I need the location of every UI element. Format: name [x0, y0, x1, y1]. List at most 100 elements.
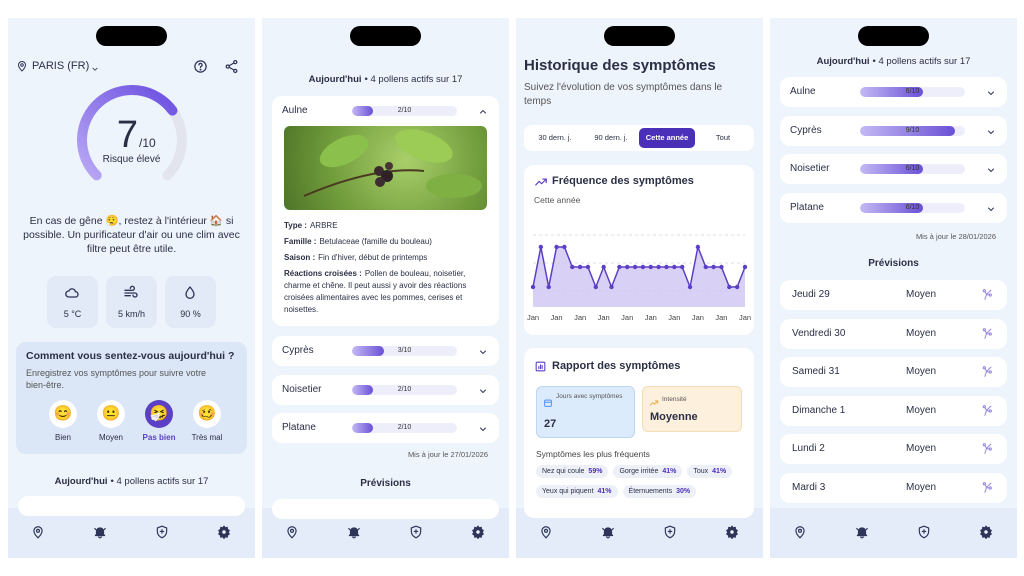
history-title: Historique des symptômes — [524, 57, 716, 74]
nav-bell[interactable] — [855, 525, 869, 539]
nav-gear-glyph — [218, 525, 230, 539]
pollen-summary: Aujourd'hui • 4 pollens actifs sur 17 — [262, 74, 509, 85]
period-tab[interactable]: 90 dern. j. — [594, 133, 628, 142]
expand-chevron[interactable] — [985, 86, 997, 98]
forecast-day: Lundi 2 Moyen — [780, 434, 1007, 464]
pollen-name: Platane — [282, 422, 316, 433]
share-button[interactable] — [224, 59, 239, 74]
pollen-card[interactable]: Aulne 6/10 — [780, 77, 1007, 107]
pollen-card[interactable]: Noisetier 2/10 — [272, 374, 499, 405]
frequency-point — [719, 264, 724, 270]
frequency-point — [711, 264, 716, 270]
frequency-point — [632, 264, 638, 270]
period-tab[interactable]: 30 dern. j. — [538, 133, 572, 142]
mood-option[interactable]: 😊 Bien — [43, 400, 83, 450]
days-value: 27 — [544, 418, 557, 430]
updated: Mis à jour le 28/01/2026 — [915, 232, 996, 241]
nav-bell[interactable] — [601, 525, 615, 539]
weather-icon-glyph — [65, 288, 79, 298]
nav-shield-glyph — [664, 525, 676, 539]
symptom-chip: Gorge irritée 41% — [613, 465, 683, 478]
mood-option[interactable]: 🤧 Pas bien — [139, 400, 179, 450]
expand-chevron[interactable] — [985, 125, 997, 137]
nav-bell[interactable] — [347, 525, 361, 539]
expand-chevron-glyph — [988, 207, 994, 212]
weather-value: 5 °C — [63, 309, 82, 319]
detail-text: ARBRE — [309, 221, 338, 230]
nav-gear[interactable] — [979, 525, 993, 539]
level-label: 3/10 — [397, 347, 412, 354]
expand-chevron[interactable] — [985, 202, 997, 214]
expand-chevron-glyph — [480, 389, 486, 393]
pollen-card[interactable]: Aulne 2/10 Type : ARBRE Famille : Betulaceae… — [272, 96, 499, 326]
expand-chevron[interactable] — [477, 384, 489, 396]
pollen-name: Aulne — [790, 86, 816, 97]
help-button[interactable] — [193, 59, 208, 74]
detail-text: Fin d'hiver, début de printemps — [318, 253, 428, 262]
nav-shield[interactable] — [155, 525, 169, 539]
pollen-icon-glyph — [982, 289, 992, 300]
nav-bell[interactable] — [93, 525, 107, 539]
chip-name: Éternuements — [628, 488, 673, 495]
frequency-point — [609, 284, 614, 290]
mood-option[interactable]: 🥴 Très mal — [187, 400, 227, 450]
nav-gear[interactable] — [471, 525, 485, 539]
expand-chevron-glyph — [988, 168, 994, 173]
mood-emoji: 😊 — [49, 400, 77, 428]
level-bar — [860, 87, 923, 97]
nav-pin[interactable] — [793, 525, 807, 539]
frequency-point — [656, 264, 661, 270]
day-name: Samedi 31 — [792, 366, 840, 377]
nav-gear[interactable] — [217, 525, 231, 539]
report-card: Rapport des symptômes Jours avec symptôme… — [524, 348, 754, 518]
pollen-name: Noisetier — [790, 163, 830, 175]
chip-share: 41% — [597, 488, 612, 495]
period-tab[interactable]: Cette année — [639, 128, 695, 148]
pollen-card[interactable]: Cyprès 9/10 — [780, 115, 1007, 146]
level-label: 6/10 — [905, 88, 920, 95]
pollen-icon — [980, 404, 993, 417]
expand-chevron[interactable] — [985, 163, 997, 175]
days-icon-glyph — [544, 399, 552, 407]
frequency-point — [648, 264, 653, 270]
bottom-nav — [8, 508, 255, 558]
chip-name: Nez qui coule — [542, 468, 585, 475]
level-track: 6/10 — [860, 164, 965, 175]
pollen-card[interactable]: Platane 2/10 — [272, 413, 499, 443]
level-track: 9/10 — [860, 125, 965, 136]
forecast-card-peek — [272, 499, 499, 519]
nav-pin[interactable] — [539, 525, 553, 539]
level-label: 6/10 — [905, 165, 920, 173]
level-label: 2/10 — [397, 107, 412, 114]
nav-shield[interactable] — [409, 525, 423, 539]
summary-day: Aujourd'hui — [54, 476, 108, 487]
nav-shield[interactable] — [663, 525, 677, 539]
forecast-day: Samedi 31 Moyen — [780, 357, 1007, 387]
expand-chevron[interactable] — [477, 105, 489, 117]
x-tick-label: Jan — [550, 313, 563, 322]
mood-option[interactable]: 😐 Moyen — [91, 400, 131, 450]
expand-chevron[interactable] — [477, 345, 489, 357]
forecast-title: Prévisions — [868, 258, 919, 269]
level-track: 2/10 — [352, 423, 457, 433]
pollen-card[interactable]: Platane 6/10 — [780, 193, 1007, 224]
nav-shield[interactable] — [917, 525, 931, 539]
pollen-card[interactable]: Noisetier 6/10 — [780, 154, 1007, 185]
nav-gear[interactable] — [725, 525, 739, 539]
expand-chevron[interactable] — [477, 422, 489, 434]
history-subtitle: Suivez l'évolution de vos symptômes dans… — [524, 82, 723, 107]
intensity-icon-glyph — [649, 400, 659, 406]
pollen-card[interactable]: Cyprès 3/10 — [272, 336, 499, 366]
detail-text: Betulaceae (famille du bouleau) — [319, 237, 432, 246]
mood-emoji: 🥴 — [193, 400, 221, 428]
pollen-name: Platane — [790, 202, 824, 214]
period-tab[interactable]: Tout — [715, 133, 731, 142]
nav-pin[interactable] — [31, 525, 45, 539]
chip-share: 41% — [712, 468, 727, 475]
frequency-card: Fréquence des symptômes Cette année Jan Jan… — [524, 165, 754, 335]
level-label: 2/10 — [397, 385, 412, 393]
x-tick-label: Jan — [644, 313, 657, 322]
location[interactable]: PARIS (FR) — [32, 60, 90, 72]
nav-pin[interactable] — [285, 525, 299, 539]
location-chevron[interactable] — [90, 61, 100, 71]
